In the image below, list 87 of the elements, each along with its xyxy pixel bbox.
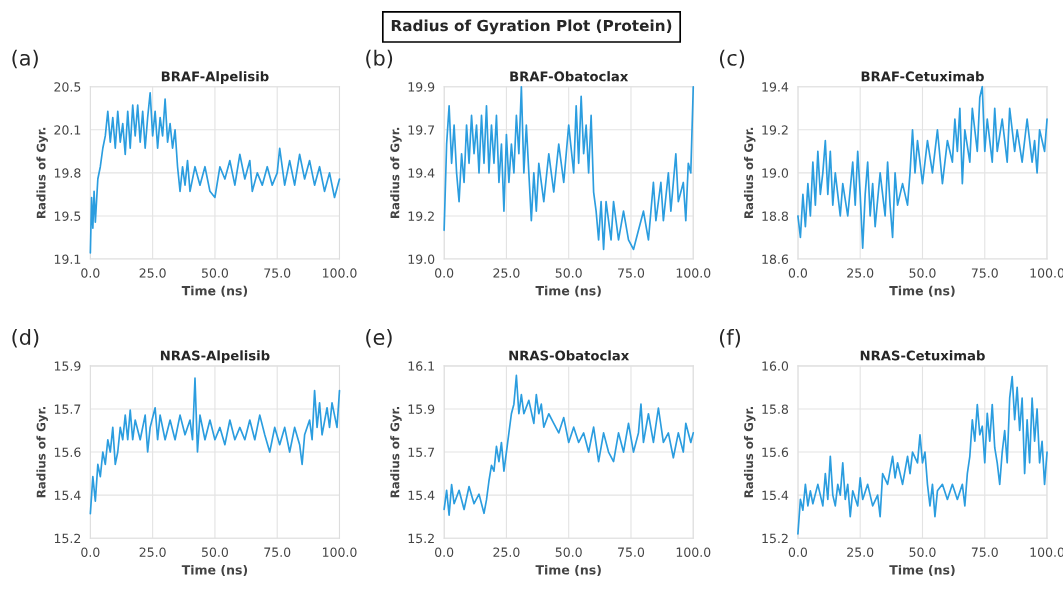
chart-title: BRAF-Cetuximab [861, 71, 984, 82]
y-tick-label: 19.8 [54, 168, 81, 178]
x-tick-label: 75.0 [618, 268, 645, 278]
x-tick-label: 50.0 [201, 547, 229, 557]
y-tick-label: 15.2 [408, 533, 434, 544]
y-axis-title: Radius of Gyr. [743, 127, 756, 219]
line-series [443, 374, 695, 517]
y-tick-label: 15.7 [408, 447, 435, 457]
x-axis-title: Time (ns) [889, 564, 955, 577]
y-tick-label: 19.5 [54, 211, 81, 221]
y-tick-label: 15.9 [408, 404, 435, 414]
y-tick-label: 20.1 [54, 125, 81, 135]
chart-title: BRAF-Alpelisib [161, 71, 269, 84]
y-tick-label: 15.7 [54, 404, 81, 414]
y-tick-label: 18.8 [762, 211, 789, 221]
chart-title: NRAS-Obatoclax [509, 350, 630, 361]
line-series [797, 375, 1048, 535]
chart-title: NRAS-Alpelisib [160, 350, 270, 364]
y-tick-label: 19.0 [762, 168, 789, 178]
x-tick-label: 100.0 [676, 547, 711, 557]
x-tick-label: 100.0 [322, 268, 357, 278]
x-tick-label: 0.0 [81, 268, 100, 278]
y-tick-label: 16.1 [408, 361, 434, 371]
x-tick-label: 50.0 [201, 268, 229, 278]
x-tick-label: 75.0 [971, 268, 998, 278]
y-tick-label: 15.8 [762, 404, 789, 414]
text: (a) [12, 49, 38, 69]
text: (d) [12, 328, 39, 348]
y-tick-label: 19.4 [408, 168, 435, 178]
y-tick-label: 19.2 [762, 125, 788, 135]
y-axis-title: Radius of Gyr. [36, 127, 48, 219]
y-tick-label: 19.4 [762, 82, 789, 92]
x-tick-label: 0.0 [788, 547, 808, 557]
y-tick-label: 19.0 [408, 254, 435, 264]
y-tick-label: 18.6 [762, 254, 789, 264]
x-tick-label: 25.0 [139, 547, 166, 557]
y-tick-label: 19.1 [54, 254, 81, 264]
x-axis-title: Time (ns) [535, 285, 601, 297]
y-tick-label: 15.2 [54, 533, 81, 544]
x-tick-label: 50.0 [909, 268, 936, 278]
x-axis-title: Time (ns) [181, 285, 248, 297]
text: (c) [719, 49, 745, 69]
y-axis-title: Radius of Gyr. [36, 407, 48, 498]
x-tick-label: 25.0 [847, 268, 874, 278]
y-tick-label: 19.9 [408, 82, 435, 92]
x-tick-label: 50.0 [909, 547, 936, 557]
y-tick-label: 15.6 [54, 447, 81, 457]
x-tick-label: 100.0 [322, 547, 357, 557]
x-tick-label: 50.0 [555, 268, 582, 278]
x-tick-label: 0.0 [788, 268, 808, 278]
y-axis-title: Radius of Gyr. [743, 407, 756, 498]
x-tick-label: 75.0 [264, 547, 291, 557]
x-tick-label: 25.0 [493, 547, 520, 557]
x-axis-title: Time (ns) [181, 564, 248, 577]
x-tick-label: 25.0 [847, 547, 874, 557]
x-axis-title: Time (ns) [889, 285, 955, 297]
x-axis-title: Time (ns) [535, 564, 601, 577]
y-tick-label: 15.4 [54, 490, 81, 501]
x-tick-label: 0.0 [435, 547, 454, 557]
y-tick-label: 15.6 [762, 447, 789, 457]
y-axis-title: Radius of Gyr. [390, 407, 402, 498]
text: (b) [366, 49, 393, 69]
y-tick-label: 20.5 [54, 82, 81, 92]
chart-title: BRAF-Obatoclax [510, 71, 629, 82]
x-tick-label: 75.0 [264, 268, 291, 278]
y-tick-label: 16.0 [762, 361, 789, 371]
x-tick-label: 25.0 [139, 268, 166, 278]
x-tick-label: 0.0 [435, 268, 454, 278]
line-series [89, 92, 341, 254]
x-tick-label: 75.0 [971, 547, 998, 557]
chart-title: NRAS-Cetuximab [860, 350, 985, 361]
text: (e) [366, 328, 392, 348]
x-tick-label: 25.0 [493, 268, 520, 278]
y-tick-label: 15.2 [762, 533, 788, 544]
x-tick-label: 0.0 [81, 547, 100, 557]
y-tick-label: 15.4 [408, 490, 435, 501]
line-series [89, 377, 341, 515]
y-tick-label: 15.4 [762, 490, 789, 501]
y-tick-label: 19.2 [408, 211, 434, 221]
y-tick-label: 19.7 [408, 125, 435, 135]
text: (f) [719, 328, 740, 348]
text: Radius of Gyration Plot (Protein) [391, 19, 672, 35]
x-tick-label: 50.0 [555, 547, 582, 557]
x-tick-label: 75.0 [618, 547, 645, 557]
x-tick-label: 100.0 [676, 268, 711, 278]
y-axis-title: Radius of Gyr. [390, 127, 402, 219]
y-tick-label: 15.9 [54, 361, 81, 371]
